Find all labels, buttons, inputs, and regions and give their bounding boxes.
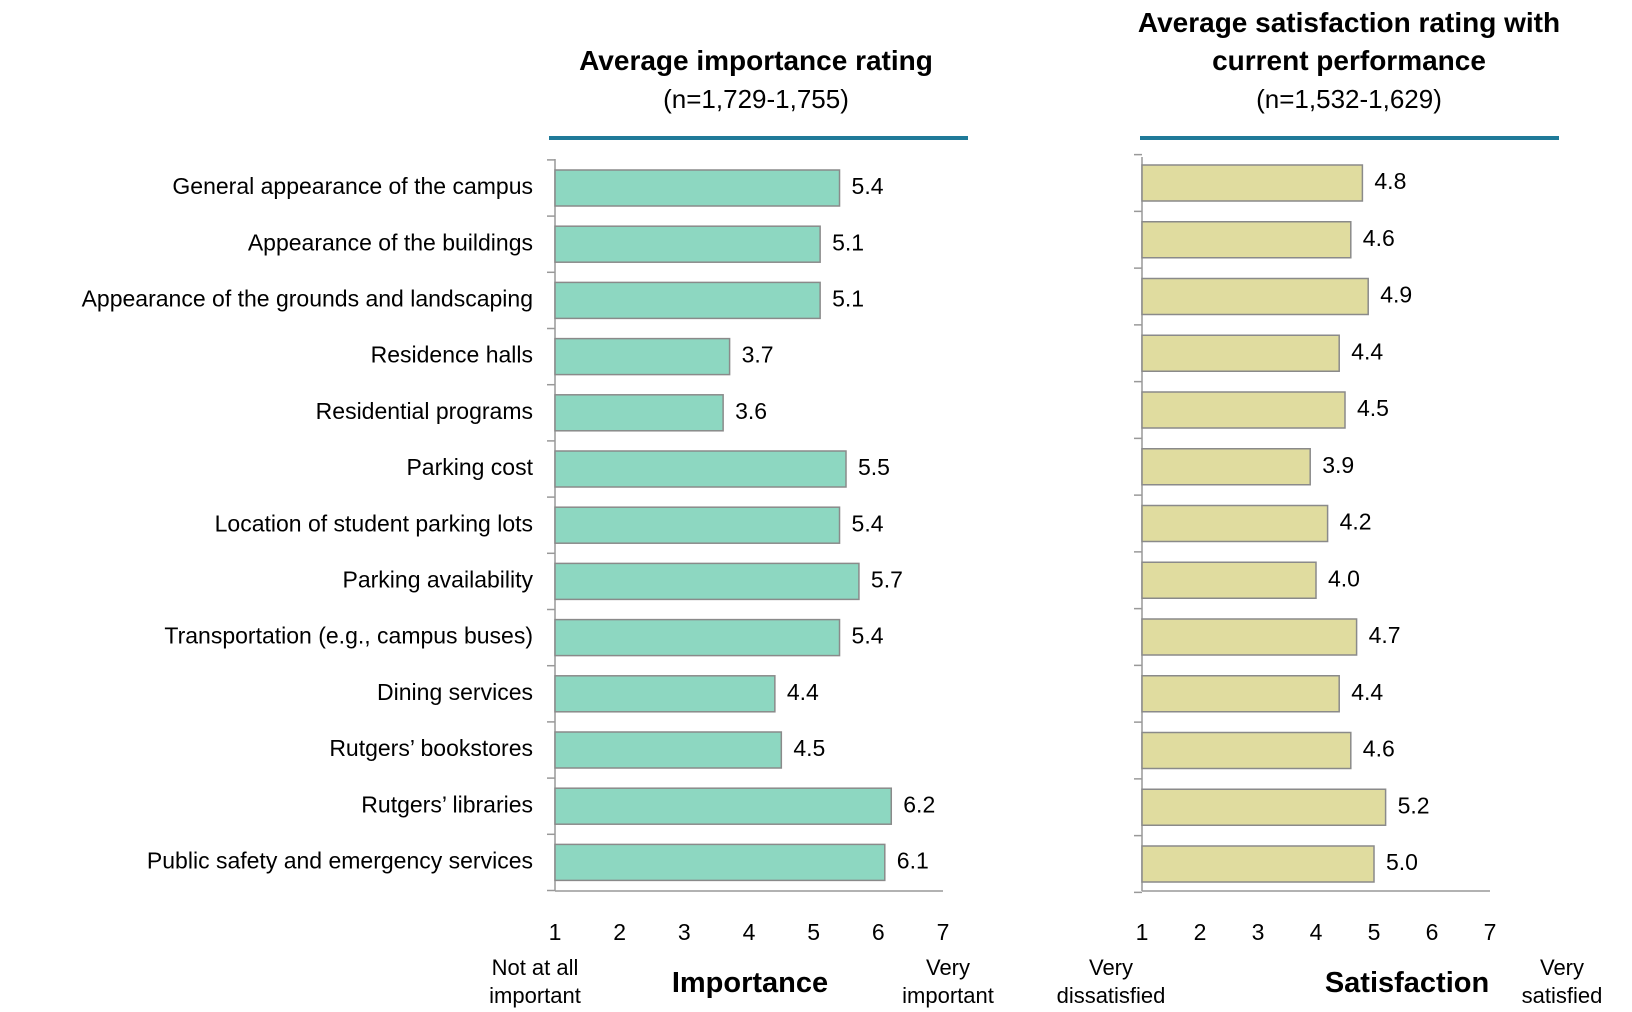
value-label: 6.2 <box>903 791 935 817</box>
category-label: General appearance of the campus <box>172 173 533 199</box>
value-label: 4.8 <box>1374 168 1406 194</box>
bar <box>554 562 860 601</box>
bar <box>1141 277 1369 316</box>
value-label: 5.1 <box>832 229 864 255</box>
value-label: 3.9 <box>1322 452 1354 478</box>
x-tick-label: 1 <box>1136 919 1149 945</box>
high-end-label: Very satisfied <box>1521 955 1603 1008</box>
bar <box>554 225 821 263</box>
category-label: Residence halls <box>371 342 533 368</box>
category-label: Dining services <box>377 679 533 705</box>
x-tick-label: 1 <box>549 919 562 945</box>
bar <box>1141 731 1352 770</box>
x-tick-label: 7 <box>1484 919 1497 945</box>
x-tick-label: 2 <box>1194 919 1207 945</box>
value-label: 4.2 <box>1340 509 1372 535</box>
x-tick-label: 5 <box>1368 919 1381 945</box>
chart-title: Average importance rating <box>579 45 933 76</box>
value-label: 5.4 <box>852 623 884 649</box>
high-end-label: Very important <box>902 955 994 1008</box>
value-label: 6.1 <box>897 847 929 873</box>
bar <box>554 787 893 825</box>
value-label: 5.0 <box>1386 849 1418 875</box>
bar <box>554 450 847 488</box>
value-label: 3.6 <box>735 398 767 424</box>
low-end-label: Not at all important <box>489 955 581 1008</box>
bar <box>1141 618 1358 656</box>
bar <box>554 281 821 320</box>
x-tick-label: 2 <box>613 919 626 945</box>
category-label: Location of student parking lots <box>215 510 533 536</box>
value-label: 4.4 <box>787 679 819 705</box>
x-tick-label: 3 <box>1252 919 1265 945</box>
chart-subtitle: (n=1,729-1,755) <box>663 84 849 114</box>
value-label: 4.0 <box>1328 565 1360 591</box>
x-tick-label: 5 <box>807 919 820 945</box>
x-tick-label: 3 <box>678 919 691 945</box>
value-label: 5.1 <box>832 285 864 311</box>
bar <box>1141 845 1375 883</box>
x-tick-label: 6 <box>872 919 885 945</box>
value-label: 4.5 <box>1357 395 1389 421</box>
value-label: 5.4 <box>852 173 884 199</box>
bar <box>554 506 841 544</box>
value-label: 5.4 <box>852 510 884 536</box>
category-label: Transportation (e.g., campus buses) <box>164 623 533 649</box>
category-label: Rutgers’ libraries <box>361 791 533 817</box>
value-label: 3.7 <box>742 342 774 368</box>
value-label: 4.6 <box>1363 736 1395 762</box>
x-tick-label: 6 <box>1426 919 1439 945</box>
chart-subtitle: (n=1,532-1,629) <box>1256 84 1442 114</box>
bar <box>554 337 731 376</box>
chart-title: Average satisfaction rating with current… <box>1137 7 1561 76</box>
category-label: Residential programs <box>316 398 533 424</box>
bar <box>1141 561 1317 599</box>
category-label: Parking availability <box>343 566 534 592</box>
low-end-label: Very dissatisfied <box>1056 955 1166 1008</box>
x-tick-label: 7 <box>937 919 950 945</box>
bar <box>1141 675 1340 713</box>
category-label: Public safety and emergency services <box>147 847 533 873</box>
category-label: Appearance of the buildings <box>248 229 533 255</box>
bar <box>554 843 886 882</box>
bar <box>554 731 783 769</box>
x-axis-label: Importance <box>671 967 829 999</box>
category-label: Parking cost <box>406 454 533 480</box>
bar <box>1141 788 1387 826</box>
bar <box>1141 164 1364 202</box>
value-label: 5.5 <box>858 454 890 480</box>
category-label: Rutgers’ bookstores <box>329 735 533 761</box>
bar <box>554 169 841 207</box>
x-tick-label: 4 <box>743 919 756 945</box>
bar <box>1141 334 1340 372</box>
bar <box>554 675 776 713</box>
value-label: 4.4 <box>1351 338 1383 364</box>
bar <box>554 618 841 657</box>
value-label: 4.6 <box>1363 225 1395 251</box>
value-label: 4.4 <box>1351 679 1383 705</box>
value-label: 5.2 <box>1398 792 1430 818</box>
category-label: Appearance of the grounds and landscapin… <box>82 285 533 311</box>
x-tick-label: 4 <box>1310 919 1323 945</box>
value-label: 4.7 <box>1369 622 1401 648</box>
x-axis-label: Satisfaction <box>1324 967 1490 999</box>
bar <box>1141 221 1352 259</box>
value-label: 4.9 <box>1380 282 1412 308</box>
value-label: 5.7 <box>871 566 903 592</box>
bar <box>1141 391 1346 429</box>
value-label: 4.5 <box>793 735 825 761</box>
bar <box>1141 504 1329 543</box>
bar <box>554 394 724 432</box>
bar <box>1141 448 1311 486</box>
